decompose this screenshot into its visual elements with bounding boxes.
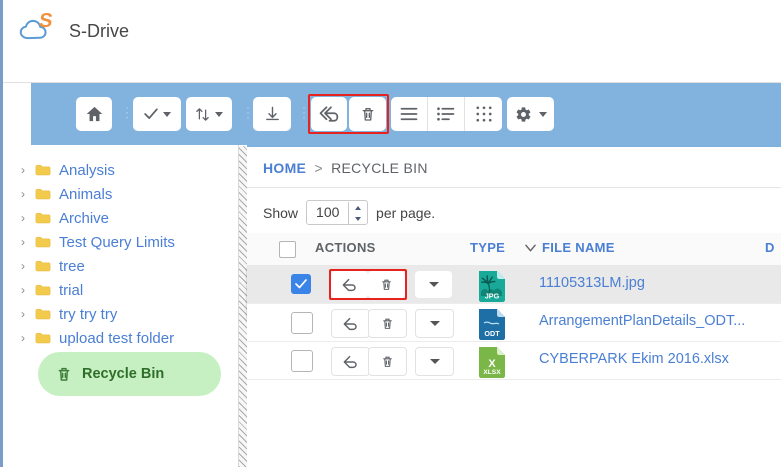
- svg-text:XLSX: XLSX: [483, 369, 501, 376]
- svg-text:ODT: ODT: [484, 329, 500, 338]
- svg-text:JPG: JPG: [485, 292, 500, 301]
